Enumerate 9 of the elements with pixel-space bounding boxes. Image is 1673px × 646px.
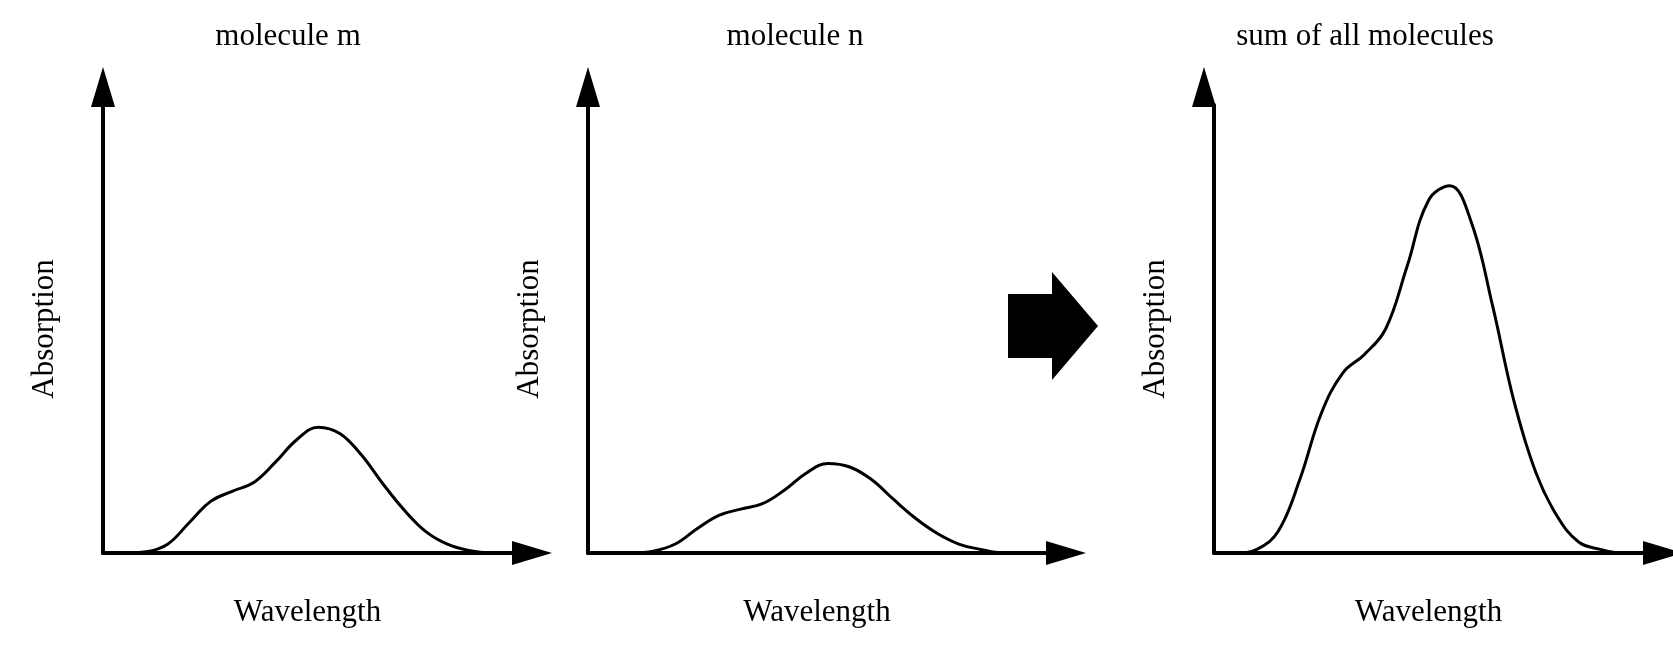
- x-axis-title: Wavelength: [743, 593, 892, 628]
- y-axis-title: Absorption: [1136, 258, 1171, 399]
- chart-title: molecule m: [215, 17, 361, 52]
- chart-title: molecule n: [726, 17, 864, 52]
- x-axis-title: Wavelength: [1354, 593, 1503, 628]
- y-axis-title: Absorption: [25, 258, 60, 399]
- chart-title: sum of all molecules: [1236, 17, 1494, 52]
- x-axis-title: Wavelength: [233, 593, 382, 628]
- y-axis-title: Absorption: [510, 258, 545, 399]
